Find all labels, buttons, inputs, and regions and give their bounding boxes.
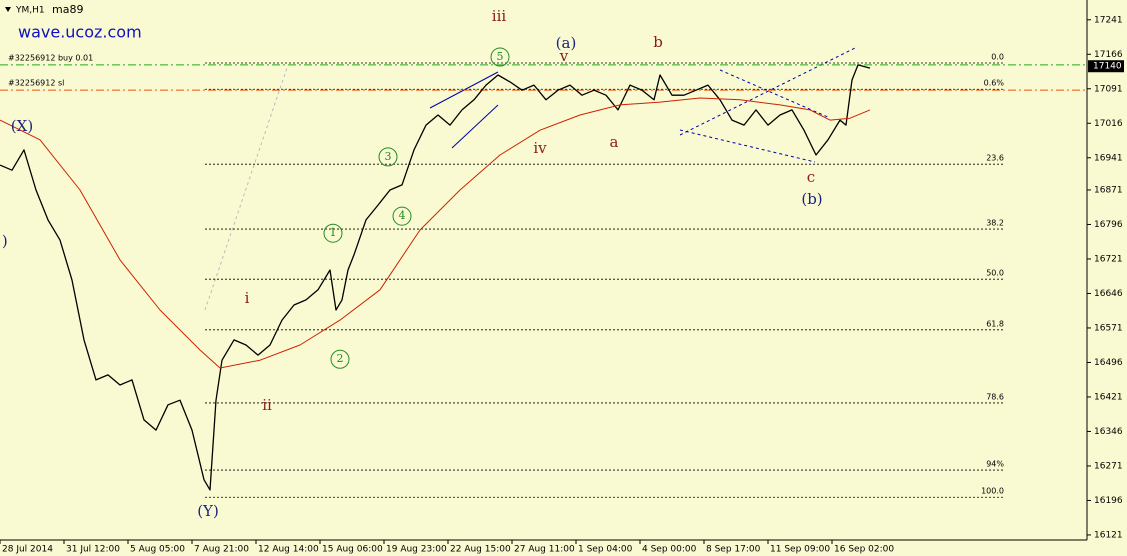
price-line [0,64,871,491]
y-tick-label: 16646 [1094,289,1123,299]
wave-circle [392,206,412,226]
trend-line [679,47,856,136]
chart-title: YM,H1 [15,6,45,16]
x-tick-label: 28 Jul 2014 [2,545,53,555]
y-tick-label: 17241 [1094,15,1123,25]
x-tick-label: 12 Aug 14:00 [258,545,319,555]
last-price-box [1088,60,1124,73]
y-tick-label: 17016 [1094,119,1123,129]
wave-label: v [559,47,569,65]
wave-label: ii [262,396,272,414]
x-tick-label: 7 Aug 21:00 [194,545,249,555]
wave-circle [378,147,398,167]
y-tick-label: 16796 [1094,220,1123,230]
indicator-label: ma89 [52,3,83,16]
menu-arrow [5,7,11,12]
wave-label: 2 [337,352,344,365]
wave-label: (a) [556,34,577,52]
y-tick-label: 16346 [1094,427,1123,437]
wave-label: a [610,133,619,151]
wave-label: 3 [385,150,392,163]
y-tick-label: 16196 [1094,496,1123,506]
wave-label: (Y) [197,502,219,520]
y-tick-label: 17091 [1094,84,1123,94]
trend-line [204,64,289,311]
wave-circle [490,47,510,67]
y-tick-label: 17166 [1094,50,1123,60]
x-tick-label: 27 Aug 11:00 [514,545,575,555]
x-tick-label: 5 Aug 05:00 [130,545,185,555]
last-price-label: 17140 [1093,62,1122,72]
x-tick-label: 16 Sep 02:00 [834,545,894,555]
fib-label: 78.6 [986,392,1004,401]
y-tick-label: 16496 [1094,358,1123,368]
wave-label: ) [2,232,8,250]
x-tick-label: 4 Sep 00:00 [642,545,697,555]
y-tick-label: 16721 [1094,254,1123,264]
order-label: #32256912 sl [8,79,64,88]
x-tick-label: 15 Aug 06:00 [322,545,383,555]
x-tick-label: 1 Sep 04:00 [578,545,633,555]
x-tick-label: 22 Aug 15:00 [450,545,511,555]
x-tick-label: 11 Sep 09:00 [770,545,830,555]
wave-label: (b) [801,190,822,208]
wave-label: 4 [399,209,406,222]
wave-label: i [245,289,250,307]
fib-label: 0.6% [984,79,1005,88]
plot-area [0,0,1087,540]
wave-circle [323,223,343,243]
fib-label: 23.6 [986,154,1004,163]
fib-label: 0.0 [991,53,1004,62]
wave-label: 1 [330,226,337,239]
y-tick-label: 16121 [1094,530,1123,540]
watermark: wave.ucoz.com [18,23,142,42]
x-tick-label: 8 Sep 17:00 [706,545,761,555]
moving-average [0,97,871,369]
fib-label: 38.2 [986,219,1004,228]
y-tick-label: 16941 [1094,153,1123,163]
fib-label: 100.0 [981,487,1004,496]
y-tick-label: 16571 [1094,323,1123,333]
x-tick-label: 19 Aug 23:00 [386,545,447,555]
y-tick-label: 16871 [1094,185,1123,195]
wave-label: c [807,168,815,186]
channel-line [451,104,499,149]
y-tick-label: 16271 [1094,461,1123,471]
wave-label: iii [492,7,507,25]
order-label: #32256912 buy 0.01 [8,53,93,62]
fib-label: 61.8 [986,319,1004,328]
x-tick-label: 31 Jul 12:00 [66,545,120,555]
wave-label: b [653,33,663,51]
wave-label: (X) [11,117,33,135]
y-tick-label: 16421 [1094,392,1123,402]
wave-label: 5 [497,50,504,63]
trend-line [679,129,816,163]
wave-label: iv [533,139,547,157]
wave-circle [330,349,350,369]
fib-label: 50.0 [986,269,1004,278]
trend-line [719,69,831,119]
fib-label: 94% [986,460,1004,469]
